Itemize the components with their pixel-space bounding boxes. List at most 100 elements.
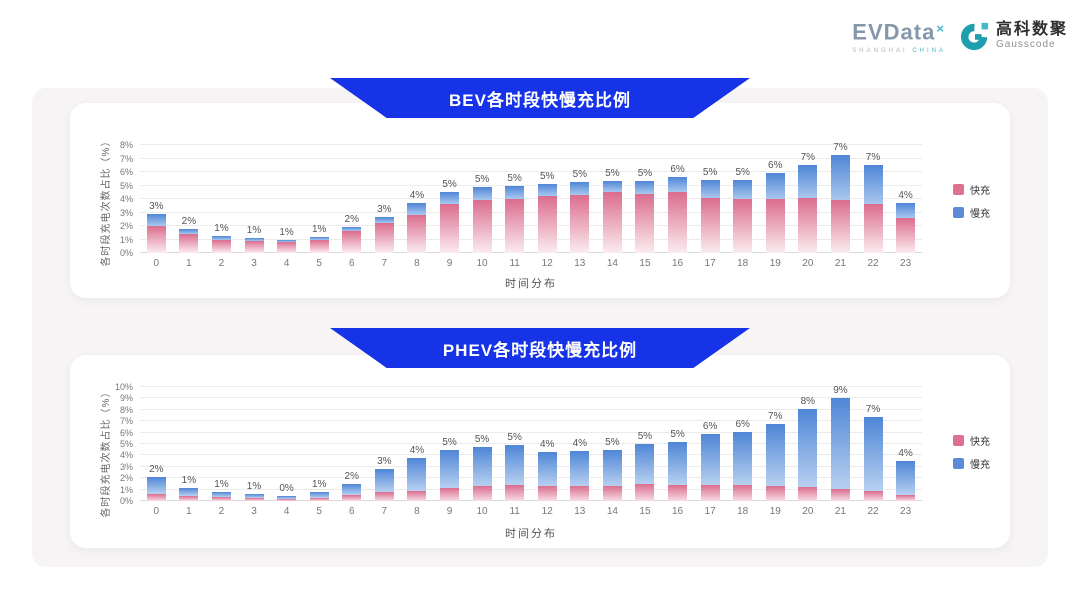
bar-segment-fast-charge <box>505 485 525 501</box>
gridline <box>140 144 922 145</box>
legend-swatch-slow-charge <box>953 457 964 469</box>
bar-segment-slow-charge <box>602 449 622 487</box>
bar-segment-fast-charge <box>407 490 427 501</box>
bar-segment-slow-charge <box>700 180 720 198</box>
bar-segment-slow-charge <box>342 483 362 495</box>
bar-segment-slow-charge <box>211 235 231 240</box>
y-axis-tick: 7% <box>119 416 133 427</box>
x-axis-tick: 16 <box>671 506 684 517</box>
bar-segment-fast-charge <box>211 239 231 253</box>
bar-value-label: 5% <box>507 432 522 444</box>
bar-segment-slow-charge <box>179 228 199 235</box>
x-axis-tick: 11 <box>509 506 520 517</box>
x-axis-tick: 0 <box>153 506 160 517</box>
bar-hour-1: 2% 1 <box>173 215 206 269</box>
x-axis-tick: 0 <box>153 258 160 269</box>
x-axis-tick: 10 <box>476 258 488 269</box>
bar-segment-slow-charge <box>342 227 362 232</box>
bar-segment-fast-charge <box>244 498 264 501</box>
bar-hour-9: 5% 9 <box>433 179 466 269</box>
bar-segment-slow-charge <box>211 492 231 497</box>
y-axis-tick: 3% <box>119 461 133 472</box>
x-axis-tick: 2 <box>218 258 225 269</box>
x-axis-tick: 3 <box>251 258 257 269</box>
evdata-subtitle: SHANGHAI CHINA <box>852 48 946 54</box>
x-axis-tick: 2 <box>218 506 225 517</box>
bar-segment-fast-charge <box>863 490 883 501</box>
bar-segment-slow-charge <box>179 487 199 496</box>
bar-segment-slow-charge <box>146 476 166 495</box>
bar-segment-fast-charge <box>700 485 720 501</box>
plot-area-phev: 0% 1% 2% 3% 4% 5% 6% 7% 8% 9% 10% 2% 0 1% 1 1% 2 1% 3 0% 4 1%… <box>115 382 922 517</box>
bar-segment-fast-charge <box>765 199 785 253</box>
chart-banner-bev: BEV各时段快慢充比例 <box>330 78 750 118</box>
bar-hour-19: 7% 19 <box>759 411 792 517</box>
legend-swatch-fast-charge <box>953 434 964 446</box>
evdata-x-mark: × <box>936 21 944 36</box>
bar-hour-6: 2% 6 <box>335 214 368 269</box>
bar-segment-fast-charge <box>537 196 557 253</box>
bar-value-label: 2% <box>181 215 197 227</box>
bar-segment-slow-charge <box>570 181 590 195</box>
bar-hour-22: 7% 22 <box>857 404 890 517</box>
bar-value-label: 9% <box>833 385 848 397</box>
evdata-subtitle-shanghai: SHANGHAI <box>852 48 908 55</box>
bar-hour-10: 5% 10 <box>466 434 499 517</box>
y-axis-tick: 6% <box>119 427 133 438</box>
x-axis-tick: 21 <box>834 258 846 269</box>
logo-bar: EVData× SHANGHAI CHINA 高科数聚 Gausscode <box>852 18 1068 55</box>
bar-segment-slow-charge <box>277 495 297 500</box>
bar-segment-fast-charge <box>211 497 231 501</box>
bar-hour-6: 2% 6 <box>335 470 368 517</box>
bar-value-label: 1% <box>214 479 229 491</box>
bar-segment-slow-charge <box>374 216 394 224</box>
y-axis-tick: 1% <box>119 484 133 495</box>
x-axis-tick: 3 <box>251 506 257 517</box>
gridline <box>140 500 922 501</box>
y-axis-tick: 0% <box>119 496 133 506</box>
legend-swatch-fast-charge <box>953 183 964 195</box>
legend: 快充 慢充 <box>953 433 990 471</box>
x-axis-tick: 22 <box>867 506 879 517</box>
bar-hour-15: 5% 15 <box>629 168 662 269</box>
bar-segment-fast-charge <box>570 486 590 501</box>
bar-hour-22: 7% 22 <box>857 152 890 269</box>
x-axis-tick: 12 <box>541 506 553 517</box>
bar-value-label: 5% <box>605 168 620 180</box>
y-axis-tick: 0% <box>119 248 133 258</box>
bar-segment-slow-charge <box>765 424 785 487</box>
gridline <box>140 386 922 387</box>
y-axis-tick: 5% <box>119 180 133 191</box>
bar-segment-fast-charge <box>635 483 655 501</box>
bar-segment-fast-charge <box>179 234 199 253</box>
bar-segment-fast-charge <box>733 485 753 501</box>
bar-value-label: 4% <box>540 439 555 451</box>
gridline <box>140 477 922 479</box>
x-axis-title: 时间分布 <box>505 528 557 540</box>
bar-hour-13: 5% 13 <box>564 169 597 269</box>
bar-segment-fast-charge <box>244 240 264 253</box>
bar-value-label: 2% <box>344 470 359 482</box>
gridline <box>140 238 922 240</box>
gridline <box>140 397 922 399</box>
y-axis-tick: 8% <box>119 404 133 415</box>
bars-row: 3% 0 2% 1 1% 2 1% 3 1% 4 1% 5 2% 6 3% 7 4% 8 5% 9 5% 10 5% 11 5%… <box>140 115 922 269</box>
bar-hour-1: 1% 1 <box>173 475 206 517</box>
gausscode-name-cn: 高科数聚 <box>995 21 1068 39</box>
bar-segment-fast-charge <box>179 495 199 501</box>
y-axis-tick: 5% <box>119 439 133 449</box>
bar-segment-fast-charge <box>733 199 753 253</box>
bar-hour-17: 5% 17 <box>694 167 727 269</box>
x-axis-tick: 15 <box>639 258 651 269</box>
bar-hour-8: 4% 8 <box>401 190 434 269</box>
bar-segment-slow-charge <box>309 236 329 240</box>
plot-area-bev: 0% 1% 2% 3% 4% 5% 6% 7% 8% 3% 0 2% 1 1% 2 1% 3 1% 4 1% 5 2% 6 3… <box>120 140 922 269</box>
bar-value-label: 5% <box>637 168 653 180</box>
bar-hour-3: 1% 3 <box>238 481 271 517</box>
x-axis-tick: 16 <box>671 258 684 269</box>
chart-title-bev: BEV各时段快慢充比例 <box>449 90 631 110</box>
bar-segment-fast-charge <box>602 192 622 253</box>
x-axis-tick: 11 <box>509 258 520 269</box>
bar-hour-5: 1% 5 <box>303 224 336 269</box>
bar-value-label: 4% <box>898 190 913 202</box>
